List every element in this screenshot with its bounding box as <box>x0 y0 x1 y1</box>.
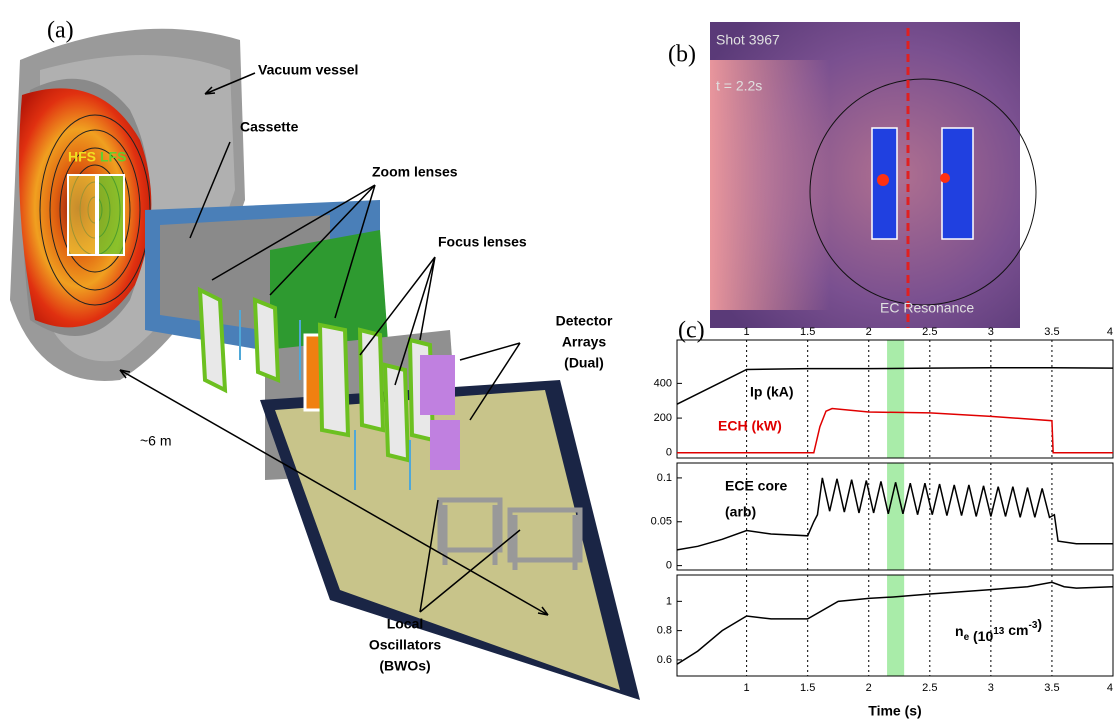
label-part: n <box>955 623 964 639</box>
label-part: (10 <box>969 628 993 644</box>
series-label: Ip (kA) <box>750 384 794 400</box>
panel-label: (c) <box>678 318 705 344</box>
x-tick-label: 1.5 <box>800 682 815 694</box>
annotation: EC Resonance <box>880 300 974 316</box>
x-tick-label: 4 <box>1107 326 1113 338</box>
highlight-band <box>887 340 905 458</box>
y-tick-label: 0.8 <box>657 625 672 637</box>
series-label: (arb) <box>725 504 756 520</box>
x-tick-label: 1 <box>744 326 750 338</box>
y-tick-label: 0 <box>666 447 672 459</box>
x-tick-label: 3.5 <box>1044 326 1059 338</box>
data-line <box>676 367 1114 405</box>
y-tick-label: 0.6 <box>657 654 672 666</box>
x-tick-label: 2.5 <box>922 682 937 694</box>
x-tick-label: 4 <box>1107 682 1113 694</box>
annotation: Zoom lenses <box>372 164 458 180</box>
annotation: Oscillators <box>369 637 442 653</box>
plot-frame <box>676 339 1114 459</box>
annotation: LFS <box>100 149 126 165</box>
data-line <box>676 581 1114 665</box>
y-tick-label: 400 <box>654 377 672 389</box>
labels: (a) Vacuum vessel Cassette Zoom lenses F… <box>47 18 974 719</box>
x-axis-label: Time (s) <box>868 703 921 719</box>
x-tick-label: 1.5 <box>800 326 815 338</box>
panel-label: (a) <box>47 18 74 44</box>
x-tick-label: 1 <box>744 682 750 694</box>
annotation: Focus lenses <box>438 234 527 250</box>
annotation: Shot 3967 <box>716 32 780 48</box>
annotation: HFS <box>68 149 96 165</box>
annotation: t = 2.2s <box>716 78 762 94</box>
annotation: (BWOs) <box>379 658 430 674</box>
y-tick-label: 0.05 <box>651 516 672 528</box>
data-line <box>677 407 1113 454</box>
label-part: e <box>964 632 970 643</box>
annotation: Local <box>387 616 424 632</box>
y-tick-label: 200 <box>654 412 672 424</box>
data-line <box>676 477 1113 551</box>
x-tick-label: 2.5 <box>922 326 937 338</box>
series-label: ne (1013 cm-3) <box>955 616 1042 644</box>
highlight-band <box>887 463 905 570</box>
series-label: ECH (kW) <box>718 418 782 434</box>
x-tick-label: 2 <box>866 326 872 338</box>
highlight-band <box>887 575 905 676</box>
label-part: ) <box>1037 616 1042 632</box>
series-label: ECE core <box>725 478 787 494</box>
annotation: Cassette <box>240 119 299 135</box>
label-part: -3 <box>1029 620 1038 631</box>
y-tick-label: 0.1 <box>657 472 672 484</box>
annotation: ~6 m <box>140 433 172 449</box>
y-tick-label: 1 <box>666 595 672 607</box>
x-tick-label: 2 <box>866 682 872 694</box>
label-part: cm <box>1004 622 1028 638</box>
x-tick-label: 3 <box>988 326 994 338</box>
annotation: Detector <box>556 313 613 329</box>
y-tick-label: 0 <box>666 560 672 572</box>
annotation: Arrays <box>562 334 607 350</box>
annotation: (Dual) <box>564 355 604 371</box>
label-part: 13 <box>993 626 1005 637</box>
annotation: Vacuum vessel <box>258 62 358 78</box>
machine-illustration <box>10 28 640 700</box>
panel-b-image <box>710 22 1037 328</box>
plot-frame <box>676 462 1114 571</box>
panel-label: (b) <box>668 42 696 68</box>
x-tick-label: 3.5 <box>1044 682 1059 694</box>
x-tick-label: 3 <box>988 682 994 694</box>
